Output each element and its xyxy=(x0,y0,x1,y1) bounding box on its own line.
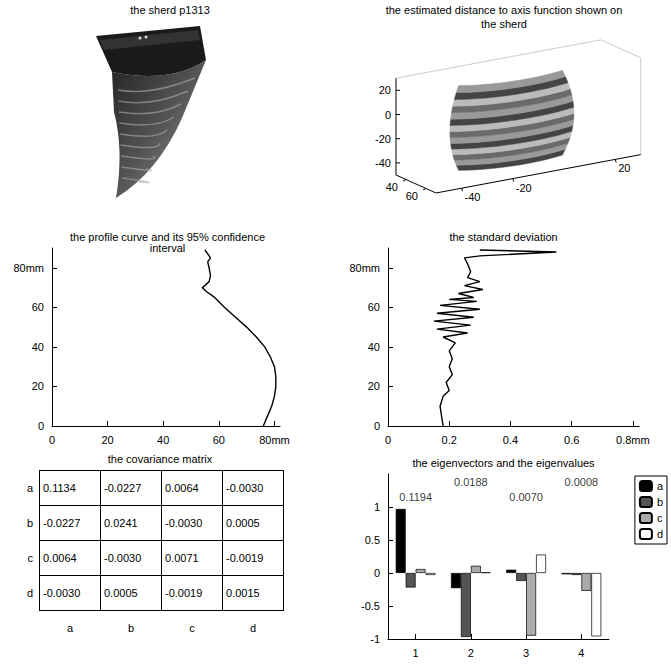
html-text:0.0064: 0.0064 xyxy=(43,552,77,564)
svg-text:2: 2 xyxy=(468,647,474,659)
svg-text:0.0008: 0.0008 xyxy=(565,476,599,488)
svg-text:-20: -20 xyxy=(516,182,532,194)
svg-text:d: d xyxy=(657,528,663,540)
svg-text:0.2: 0.2 xyxy=(442,434,457,446)
svg-text:0: 0 xyxy=(385,109,391,121)
svg-text:20: 20 xyxy=(32,380,44,392)
html-text:-0.0030: -0.0030 xyxy=(226,482,264,494)
svg-text:4: 4 xyxy=(578,647,584,659)
html-text:-0.0019: -0.0019 xyxy=(226,552,264,564)
svg-text:60: 60 xyxy=(406,190,418,202)
svg-text:c: c xyxy=(657,512,663,524)
html-text:0.0005: 0.0005 xyxy=(104,587,138,599)
svg-text:0.0070: 0.0070 xyxy=(509,491,543,503)
svg-text:0: 0 xyxy=(49,434,55,446)
svg-text:60: 60 xyxy=(32,301,44,313)
html-text:0.0241: 0.0241 xyxy=(104,517,138,529)
svg-text:0.1194: 0.1194 xyxy=(399,491,432,503)
svg-text:1: 1 xyxy=(413,647,419,659)
svg-text:0.6: 0.6 xyxy=(564,434,579,446)
html-text:the covariance matrix: the covariance matrix xyxy=(107,453,213,465)
svg-text:60: 60 xyxy=(213,434,225,446)
svg-text:0: 0 xyxy=(38,420,44,432)
html-text:c: c xyxy=(189,621,195,634)
svg-text:a: a xyxy=(657,480,664,492)
svg-text:20: 20 xyxy=(379,84,391,96)
svg-text:-40: -40 xyxy=(465,191,481,203)
html-text:d: d xyxy=(26,587,33,599)
html-text:a: a xyxy=(66,621,74,634)
html-text:-0.0227: -0.0227 xyxy=(104,482,142,494)
html-text:0.0005: 0.0005 xyxy=(226,517,260,529)
svg-text:-40: -40 xyxy=(375,157,391,169)
svg-text:the sherd p1313: the sherd p1313 xyxy=(130,4,210,16)
svg-text:40: 40 xyxy=(157,434,169,446)
html-text:b: b xyxy=(127,621,135,634)
svg-text:-20: -20 xyxy=(375,133,391,145)
svg-text:the sherd: the sherd xyxy=(481,18,527,30)
svg-text:0.4: 0.4 xyxy=(503,434,518,446)
html-text:-0.0030: -0.0030 xyxy=(43,587,81,599)
svg-text:20: 20 xyxy=(101,434,113,446)
svg-text:0.5: 0.5 xyxy=(365,534,380,546)
html-text:a: a xyxy=(26,482,33,494)
html-text:b: b xyxy=(26,517,33,529)
html-text:-0.0030: -0.0030 xyxy=(104,552,142,564)
svg-text:40: 40 xyxy=(32,341,44,353)
html-text:0.0015: 0.0015 xyxy=(226,587,260,599)
svg-text:40: 40 xyxy=(386,181,398,193)
html-text:-0.0030: -0.0030 xyxy=(165,517,203,529)
html-text:0.0064: 0.0064 xyxy=(165,482,199,494)
html-text:0.0071: 0.0071 xyxy=(165,552,199,564)
svg-text:the profile curve and its 95%: the profile curve and its 95% confidence xyxy=(70,230,265,243)
svg-text:the estimated distance to axis: the estimated distance to axis function … xyxy=(386,4,623,16)
svg-text:the standard deviation: the standard deviation xyxy=(449,231,557,243)
svg-text:40: 40 xyxy=(368,341,380,353)
html-text:-0.0227: -0.0227 xyxy=(43,517,81,529)
svg-text:1: 1 xyxy=(374,501,380,513)
html-text:c: c xyxy=(27,552,33,564)
svg-text:80mm: 80mm xyxy=(349,262,380,274)
svg-text:0: 0 xyxy=(374,567,380,579)
svg-text:80mm: 80mm xyxy=(13,262,44,274)
svg-text:interval: interval xyxy=(150,242,185,254)
svg-text:0.8mm: 0.8mm xyxy=(616,434,650,446)
svg-text:-1: -1 xyxy=(370,633,380,645)
svg-text:b: b xyxy=(657,496,663,508)
svg-text:0.0188: 0.0188 xyxy=(454,476,488,488)
svg-text:the eigenvectors and the eigen: the eigenvectors and the eigenvalues xyxy=(412,457,595,469)
svg-text:0: 0 xyxy=(385,434,391,446)
html-text:-0.0019: -0.0019 xyxy=(165,587,203,599)
html-text:d: d xyxy=(249,621,257,634)
svg-text:60: 60 xyxy=(368,301,380,313)
svg-text:80mm: 80mm xyxy=(259,434,290,446)
svg-text:0: 0 xyxy=(374,420,380,432)
html-text:0.1134: 0.1134 xyxy=(43,482,76,494)
svg-text:-0.5: -0.5 xyxy=(361,600,380,612)
svg-text:20: 20 xyxy=(368,380,380,392)
svg-text:20: 20 xyxy=(618,162,630,174)
svg-text:3: 3 xyxy=(523,647,529,659)
